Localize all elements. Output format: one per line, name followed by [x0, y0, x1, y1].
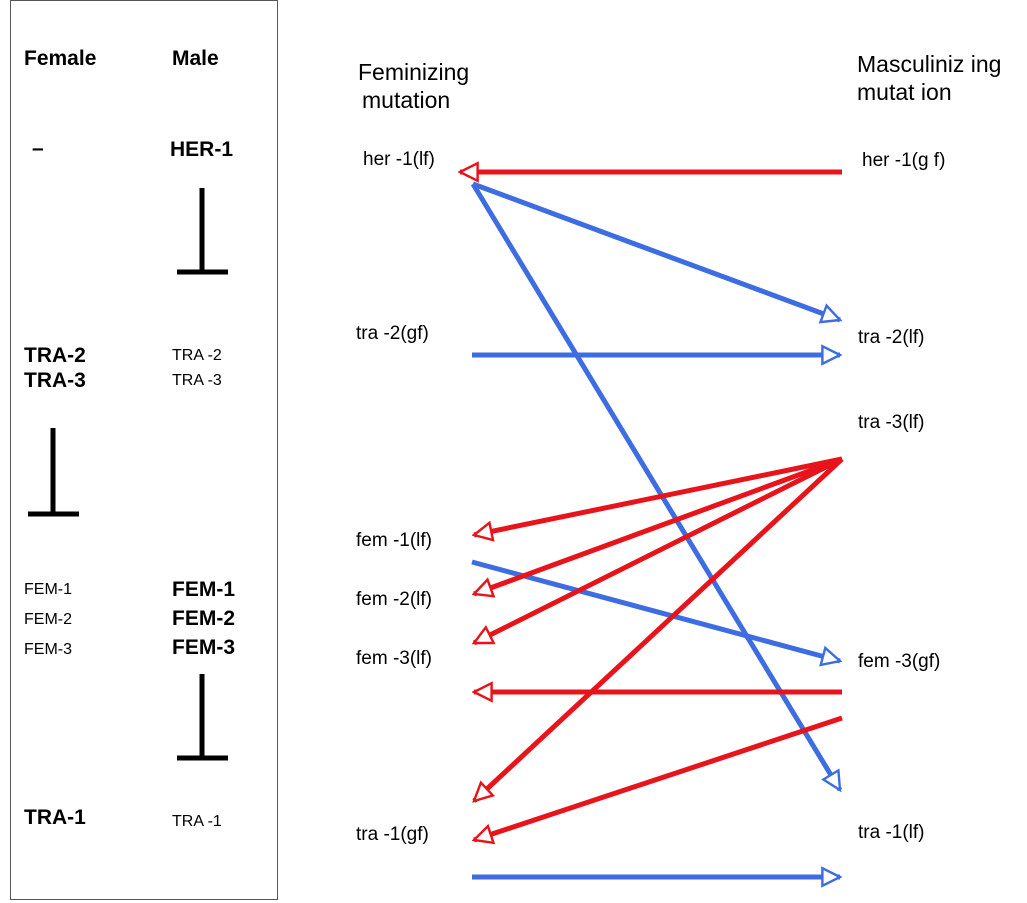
masculinizing-title-line2: mutat ion: [857, 79, 952, 105]
arrow-her1lf-to-tra1lf: [470, 182, 843, 790]
arrow-tra3lf-to-fem3lf: [474, 456, 844, 646]
female-tra1-label: TRA-1: [24, 806, 86, 829]
arrow-tra3lf-to-fem2lf: [474, 456, 843, 594]
inhibition-symbols: [28, 188, 228, 761]
masculinizing-title-line1: Masculiniz ing: [857, 51, 1002, 77]
arrow-her1lf-to-tra2lf: [472, 181, 840, 320]
feminizing-title-line1: Feminizing: [358, 59, 470, 85]
female-fem3-label: FEM-3: [24, 641, 72, 658]
female-tra2-label: TRA-2: [24, 344, 86, 367]
pathway-panel: [10, 0, 278, 900]
female-header: Female: [24, 47, 97, 70]
masc-mut-her1: her -1(g f): [862, 150, 946, 171]
masc-mut-tra3: tra -3(lf): [858, 412, 925, 433]
arrow-tra3lf-to-fem1lf: [474, 456, 843, 535]
fem-mut-fem2: fem -2(lf): [356, 589, 432, 610]
fem-mut-tra2: tra -2(gf): [356, 323, 429, 344]
arrow-tra3lf-to-tra1gf: [474, 457, 844, 801]
female-fem1-label: FEM-1: [24, 581, 72, 598]
feminizing-title-line2: mutation: [362, 87, 451, 108]
male-fem2-label: FEM-2: [172, 607, 235, 630]
female-fem2-label: FEM-2: [24, 611, 72, 628]
male-tra2-label: TRA -2: [172, 347, 222, 364]
male-her1-label: HER-1: [170, 138, 234, 161]
fem-mut-fem1: fem -1(lf): [356, 530, 432, 551]
masc-mut-tra1: tra -1(lf): [858, 822, 925, 843]
male-fem1-label: FEM-1: [172, 578, 235, 601]
male-tra1-label: TRA -1: [172, 813, 222, 830]
male-tra3-label: TRA -3: [172, 372, 222, 389]
arrow-right-to-tra1gf: [474, 715, 843, 840]
fem-mut-her1: her -1(lf): [363, 149, 435, 170]
female-her1-absent: –: [32, 137, 44, 160]
fem-mut-fem3: fem -3(lf): [356, 648, 432, 669]
male-header: Male: [172, 47, 219, 70]
male-fem3-label: FEM-3: [172, 636, 235, 659]
female-tra3-label: TRA-3: [24, 369, 86, 392]
fem-mut-tra1: tra -1(gf): [356, 824, 429, 845]
arrow-fem1lf-to-fem3gf: [471, 559, 840, 661]
masc-mut-tra2: tra -2(lf): [858, 327, 925, 348]
masc-mut-fem3: fem -3(gf): [858, 651, 941, 672]
